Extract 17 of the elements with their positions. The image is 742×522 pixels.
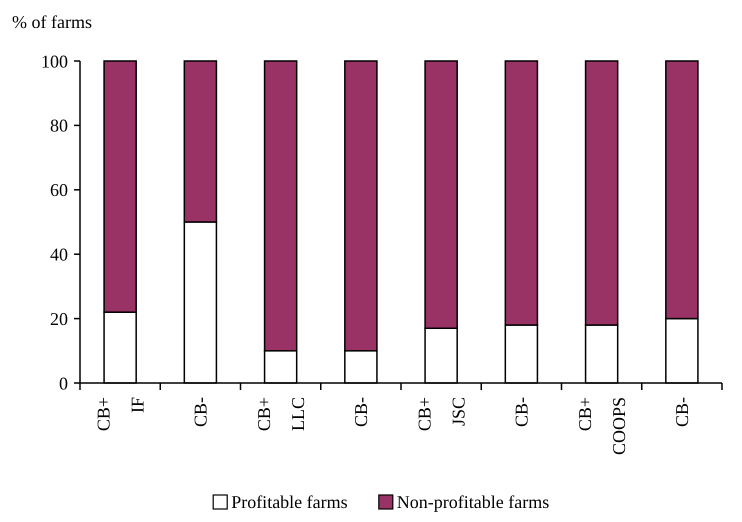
y-tick-label: 100 bbox=[41, 51, 68, 72]
y-tick-label: 0 bbox=[59, 373, 68, 394]
x-tick-label: CB- bbox=[672, 397, 692, 428]
y-axis-title: % of farms bbox=[12, 12, 92, 32]
x-tick-label: CB+ JSC bbox=[414, 397, 468, 432]
y-tick-label: 60 bbox=[50, 180, 68, 200]
y-tick-label: 20 bbox=[50, 308, 68, 329]
x-tick-label: CB- bbox=[190, 397, 211, 428]
legend-label: Non-profitable farms bbox=[396, 492, 550, 512]
x-tick-label: CB+ LLC bbox=[254, 397, 308, 432]
y-tick-label: 80 bbox=[50, 116, 68, 136]
x-tick-label: CB- bbox=[351, 397, 372, 428]
legend-label: Profitable farms bbox=[231, 492, 348, 512]
x-tick-label: CB+ IF bbox=[93, 397, 148, 432]
y-tick-label: 40 bbox=[50, 244, 68, 264]
x-tick-label: CB+ COOPS bbox=[574, 397, 629, 456]
x-tick-label: CB- bbox=[512, 397, 532, 428]
